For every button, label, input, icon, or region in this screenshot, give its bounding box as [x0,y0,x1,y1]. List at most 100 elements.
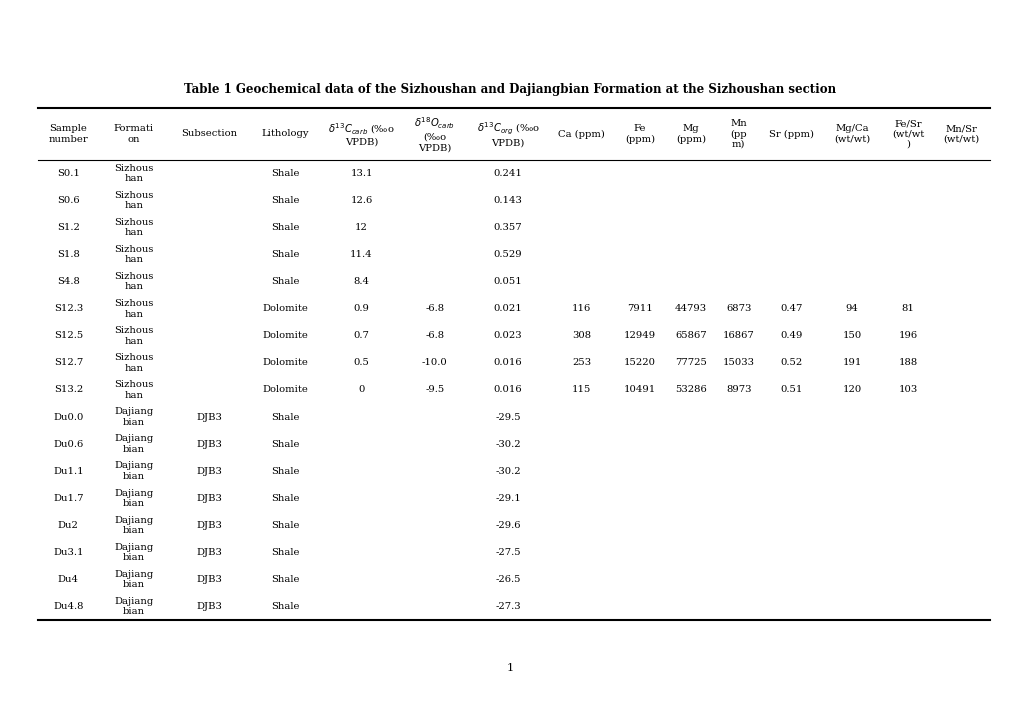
Text: 0.529: 0.529 [493,251,522,259]
Text: Mn/Sr
(wt/wt): Mn/Sr (wt/wt) [943,125,979,144]
Text: DJB3: DJB3 [196,467,222,476]
Text: -6.8: -6.8 [425,331,444,341]
Text: 150: 150 [842,331,861,341]
Text: $\delta^{18}O_{carb}$
(‰o
VPDB): $\delta^{18}O_{carb}$ (‰o VPDB) [414,116,454,152]
Text: 0.357: 0.357 [493,223,522,232]
Text: 0.7: 0.7 [354,331,369,341]
Text: 253: 253 [572,359,590,367]
Text: DJB3: DJB3 [196,440,222,449]
Text: Ca (ppm): Ca (ppm) [557,130,604,138]
Text: 120: 120 [842,385,861,395]
Text: Dajiang
bian: Dajiang bian [114,408,153,427]
Text: 0.016: 0.016 [493,359,522,367]
Text: Dajiang
bian: Dajiang bian [114,434,153,454]
Text: 0.52: 0.52 [780,359,802,367]
Text: 0.51: 0.51 [780,385,802,395]
Text: Du3.1: Du3.1 [53,548,84,557]
Text: S1.8: S1.8 [57,251,79,259]
Text: 0.051: 0.051 [493,277,522,287]
Text: Dajiang
bian: Dajiang bian [114,570,153,589]
Text: -29.5: -29.5 [495,413,521,421]
Text: 16867: 16867 [722,331,754,341]
Text: S4.8: S4.8 [57,277,79,287]
Text: S12.5: S12.5 [54,331,83,341]
Text: 77725: 77725 [675,359,706,367]
Text: 103: 103 [898,385,917,395]
Text: Dolomite: Dolomite [262,359,308,367]
Text: Fe/Sr
(wt/wt
): Fe/Sr (wt/wt ) [891,119,923,149]
Text: 81: 81 [901,305,913,313]
Text: 0.49: 0.49 [780,331,802,341]
Text: 0.023: 0.023 [493,331,522,341]
Text: 0.241: 0.241 [493,169,522,178]
Text: 115: 115 [572,385,591,395]
Text: 0.47: 0.47 [780,305,802,313]
Text: S0.6: S0.6 [57,196,79,205]
Text: Shale: Shale [271,494,300,503]
Text: Sizhous
han: Sizhous han [114,326,153,346]
Text: DJB3: DJB3 [196,494,222,503]
Text: Sizhous
han: Sizhous han [114,299,153,318]
Text: 12: 12 [355,223,368,232]
Text: Shale: Shale [271,277,300,287]
Text: S12.7: S12.7 [54,359,83,367]
Text: Shale: Shale [271,575,300,584]
Text: Sr (ppm): Sr (ppm) [768,130,813,138]
Text: DJB3: DJB3 [196,602,222,611]
Text: S0.1: S0.1 [57,169,79,178]
Text: Shale: Shale [271,223,300,232]
Text: Du1.1: Du1.1 [53,467,84,476]
Text: S12.3: S12.3 [54,305,83,313]
Text: 0: 0 [358,385,365,395]
Text: 15033: 15033 [722,359,754,367]
Text: Table 1 Geochemical data of the Sizhoushan and Dajiangbian Formation at the Sizh: Table 1 Geochemical data of the Sizhoush… [183,84,836,96]
Text: $\delta^{13}C_{carb}$ (‰o
VPDB): $\delta^{13}C_{carb}$ (‰o VPDB) [328,121,394,147]
Text: DJB3: DJB3 [196,413,222,421]
Text: Sample
number: Sample number [48,125,88,144]
Text: S13.2: S13.2 [54,385,83,395]
Text: Shale: Shale [271,169,300,178]
Text: Lithology: Lithology [261,130,309,138]
Text: Du0.0: Du0.0 [53,413,84,421]
Text: Dajiang
bian: Dajiang bian [114,543,153,562]
Text: 0.143: 0.143 [493,196,522,205]
Text: 13.1: 13.1 [350,169,372,178]
Text: Subsection: Subsection [180,130,236,138]
Text: Sizhous
han: Sizhous han [114,218,153,238]
Text: Sizhous
han: Sizhous han [114,272,153,292]
Text: -30.2: -30.2 [495,467,521,476]
Text: Du0.6: Du0.6 [53,440,84,449]
Text: Mg
(ppm): Mg (ppm) [676,125,705,144]
Text: 0.5: 0.5 [354,359,369,367]
Text: Dajiang
bian: Dajiang bian [114,516,153,535]
Text: 1: 1 [506,663,513,673]
Text: Shale: Shale [271,440,300,449]
Text: Dolomite: Dolomite [262,331,308,341]
Text: 0.021: 0.021 [493,305,522,313]
Text: Du2: Du2 [58,521,78,530]
Text: Du1.7: Du1.7 [53,494,84,503]
Text: Shale: Shale [271,602,300,611]
Text: DJB3: DJB3 [196,548,222,557]
Text: 188: 188 [898,359,917,367]
Text: DJB3: DJB3 [196,575,222,584]
Text: $\delta^{13}C_{org}$ (‰o
VPDB): $\delta^{13}C_{org}$ (‰o VPDB) [476,121,539,148]
Text: -26.5: -26.5 [495,575,521,584]
Text: -29.6: -29.6 [495,521,521,530]
Text: Dajiang
bian: Dajiang bian [114,462,153,481]
Text: 65867: 65867 [675,331,706,341]
Text: 11.4: 11.4 [350,251,373,259]
Text: Mn
(pp
m): Mn (pp m) [730,119,747,149]
Text: 0.016: 0.016 [493,385,522,395]
Text: -6.8: -6.8 [425,305,444,313]
Text: 10491: 10491 [624,385,655,395]
Text: -9.5: -9.5 [425,385,444,395]
Text: 0.9: 0.9 [354,305,369,313]
Text: Mg/Ca
(wt/wt): Mg/Ca (wt/wt) [834,125,869,144]
Text: Sizhous
han: Sizhous han [114,354,153,373]
Text: 8973: 8973 [726,385,751,395]
Text: 12949: 12949 [624,331,655,341]
Text: Shale: Shale [271,413,300,421]
Text: 12.6: 12.6 [351,196,372,205]
Text: 53286: 53286 [675,385,706,395]
